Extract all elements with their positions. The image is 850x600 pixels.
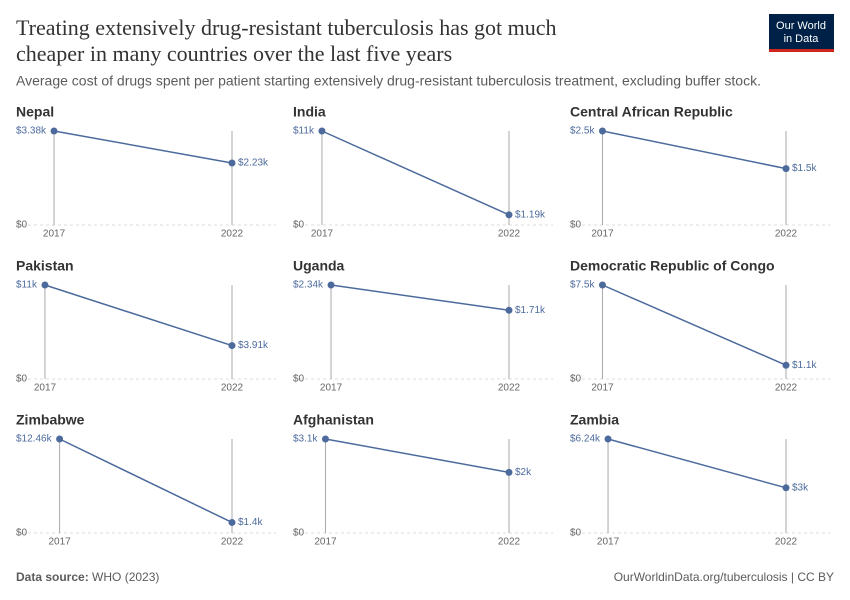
panel-title: Uganda — [293, 258, 345, 274]
panel-title: Central African Republic — [570, 104, 733, 120]
point — [228, 342, 236, 350]
point — [321, 435, 329, 443]
x-tick-label: 2017 — [591, 383, 614, 394]
subtitle: Average cost of drugs spent per patient … — [16, 73, 761, 89]
point — [327, 281, 335, 289]
x-tick-label: 2022 — [221, 229, 244, 240]
x-tick-label: 2017 — [320, 383, 343, 394]
x-tick-label: 2017 — [43, 229, 66, 240]
line — [325, 438, 510, 474]
chart-title: Treating extensively drug-resistant tube… — [16, 15, 557, 40]
y-tick-label: $0 — [570, 374, 582, 385]
point — [50, 127, 58, 135]
value-label: $7.5k — [570, 280, 595, 291]
logo-bar — [769, 49, 834, 52]
value-label: $12.46k — [16, 434, 53, 445]
x-tick-label: 2022 — [498, 383, 521, 394]
panel-title: Pakistan — [16, 258, 74, 274]
y-tick-label: $0 — [293, 528, 305, 539]
y-tick-label: $0 — [16, 528, 28, 539]
line — [53, 130, 233, 164]
x-tick-label: 2017 — [48, 537, 71, 548]
value-label: $1.19k — [515, 209, 546, 220]
value-label: $1.4k — [238, 517, 263, 528]
source-label: Data source: — [16, 570, 89, 584]
value-label: $2k — [515, 467, 532, 478]
x-tick-label: 2022 — [775, 383, 798, 394]
x-tick-label: 2017 — [597, 537, 620, 548]
url[interactable]: OurWorldinData.org/tuberculosis | CC BY — [614, 570, 834, 584]
value-label: $1.5k — [792, 163, 817, 174]
point — [598, 281, 606, 289]
x-tick-label: 2017 — [311, 229, 334, 240]
panel-title: Zambia — [570, 412, 619, 428]
x-tick-label: 2022 — [221, 383, 244, 394]
value-label: $2.5k — [570, 126, 595, 137]
point — [782, 165, 790, 173]
value-label: $2.23k — [238, 158, 269, 169]
source-text: WHO (2023) — [92, 570, 159, 584]
x-tick-label: 2017 — [314, 537, 337, 548]
point — [505, 468, 513, 476]
value-label: $6.24k — [570, 434, 601, 445]
y-tick-label: $0 — [293, 220, 305, 231]
panel-title: India — [293, 104, 326, 120]
line — [607, 438, 787, 489]
x-tick-label: 2017 — [34, 383, 57, 394]
x-tick-label: 2017 — [591, 229, 614, 240]
x-tick-label: 2022 — [775, 537, 798, 548]
line — [59, 438, 233, 524]
y-tick-label: $0 — [16, 220, 28, 231]
point — [604, 435, 612, 443]
y-tick-label: $0 — [16, 374, 28, 385]
x-tick-label: 2022 — [498, 537, 521, 548]
point — [505, 211, 513, 219]
value-label: $11k — [293, 126, 315, 137]
point — [782, 361, 790, 369]
panel-title: Zimbabwe — [16, 412, 85, 428]
point — [228, 518, 236, 526]
y-tick-label: $0 — [570, 528, 582, 539]
value-label: $2.34k — [293, 280, 324, 291]
logo[interactable] — [769, 14, 834, 52]
source: Data source: WHO (2023) — [16, 570, 159, 584]
value-label: $3.1k — [293, 434, 318, 445]
value-label: $1.71k — [515, 305, 546, 316]
value-label: $3k — [792, 482, 809, 493]
point — [228, 159, 236, 167]
line — [44, 284, 233, 347]
x-tick-label: 2022 — [221, 537, 244, 548]
point — [318, 127, 326, 135]
line — [321, 130, 510, 216]
logo-text: in Data — [784, 33, 820, 45]
line — [330, 284, 510, 312]
value-label: $3.91k — [238, 340, 269, 351]
chart-title: cheaper in many countries over the last … — [16, 41, 452, 66]
value-label: $3.38k — [16, 126, 47, 137]
panel-title: Afghanistan — [293, 412, 374, 428]
y-tick-label: $0 — [293, 374, 305, 385]
logo-text: Our World — [776, 20, 826, 32]
point — [598, 127, 606, 135]
panel-title: Democratic Republic of Congo — [570, 258, 775, 274]
point — [41, 281, 49, 289]
line — [602, 284, 787, 366]
x-tick-label: 2022 — [775, 229, 798, 240]
point — [56, 435, 64, 443]
value-label: $1.1k — [792, 360, 817, 371]
line — [602, 130, 787, 170]
point — [782, 484, 790, 492]
y-tick-label: $0 — [570, 220, 582, 231]
panel-title: Nepal — [16, 104, 54, 120]
x-tick-label: 2022 — [498, 229, 521, 240]
value-label: $11k — [16, 280, 38, 291]
point — [505, 306, 513, 314]
